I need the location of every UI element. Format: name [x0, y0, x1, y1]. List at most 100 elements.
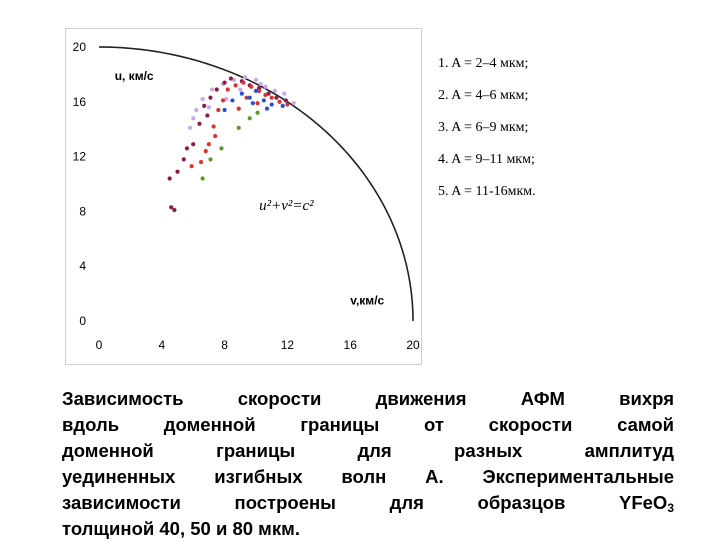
data-point-series-1	[206, 105, 211, 110]
scatter-plot: 0 4 8 12 16 20 0 4 8 12 16 20 u²+v²=c² u, км/с v,км…	[73, 40, 420, 352]
legend-item-2: 2. A = 4–6 мкм;	[438, 88, 529, 103]
data-point-series-3	[211, 124, 216, 129]
data-point-series-5	[236, 125, 241, 130]
data-point-series-5	[208, 157, 213, 162]
data-point-series-4	[250, 101, 255, 106]
x-tick-label: 16	[344, 338, 358, 352]
figure-caption: Зависимость скорости движения АФМ вихря …	[62, 386, 674, 542]
curve-label: u²+v²=c²	[259, 198, 314, 214]
data-point-series-4	[247, 95, 252, 100]
data-point-series-3	[285, 102, 290, 107]
data-point-series-4	[222, 107, 227, 113]
data-point-series-2	[208, 95, 213, 100]
data-point-series-2	[172, 207, 177, 213]
data-point-series-1	[258, 81, 263, 87]
x-tick-label: 20	[406, 338, 420, 352]
data-point-series-3	[269, 95, 274, 100]
data-point-series-2	[274, 95, 279, 100]
data-point-series-4	[230, 98, 235, 103]
data-point-series-3	[241, 80, 246, 85]
data-point-series-2	[181, 157, 186, 162]
y-tick-label: 0	[79, 314, 86, 328]
data-point-series-1	[200, 96, 205, 102]
chart-frame: 0 4 8 12 16 20 0 4 8 12 16 20 u²+v²=c² u, км/с v,км…	[65, 28, 422, 365]
y-tick-label: 8	[79, 204, 86, 218]
data-point-series-1	[282, 91, 287, 96]
data-point-series-3	[255, 101, 260, 106]
data-point-series-3	[203, 149, 208, 154]
data-point-series-3	[213, 133, 218, 139]
data-point-series-5	[200, 176, 205, 181]
data-point-series-2	[214, 87, 219, 92]
data-point-series-2	[175, 169, 180, 174]
data-point-series-1	[263, 84, 268, 89]
x-tick-label: 12	[281, 338, 295, 352]
caption-line-3: доменной границы для разных амплитуд	[62, 440, 674, 461]
y-axis-label: u, км/с	[115, 69, 154, 83]
data-point-series-3	[198, 159, 204, 165]
data-point-series-4	[269, 102, 274, 107]
caption-line-6: толщиной 40, 50 и 80 мкм.	[62, 518, 300, 539]
data-point-series-4	[261, 98, 266, 103]
data-point-series-4	[239, 91, 244, 96]
x-tick-label: 8	[221, 338, 228, 352]
data-point-series-5	[247, 116, 252, 121]
legend-item-1: 1. A = 2–4 мкм;	[438, 56, 529, 71]
data-point-series-3	[277, 99, 282, 104]
data-point-series-1	[209, 87, 215, 92]
data-point-series-2	[266, 91, 271, 96]
data-point-series-4	[253, 88, 259, 93]
data-point-series-2	[167, 176, 172, 181]
data-point-series-2	[205, 113, 210, 118]
data-point-series-3	[225, 87, 230, 92]
data-point-series-4	[264, 106, 270, 111]
data-point-series-1	[191, 116, 196, 121]
data-point-series-2	[228, 76, 233, 81]
data-point-series-1	[187, 125, 193, 130]
y-tick-label: 12	[73, 150, 87, 164]
caption-line-2: вдоль доменной границы от скорости самой	[62, 414, 674, 435]
data-point-series-1	[238, 87, 243, 92]
data-point-series-1	[272, 88, 277, 93]
caption-line-4: уединенных изгибных волн A. Эксперимента…	[62, 466, 674, 487]
data-point-series-3	[236, 106, 241, 111]
x-axis-label: v,км/с	[350, 294, 384, 308]
data-point-series-3	[244, 95, 249, 100]
data-point-series-3	[263, 92, 268, 98]
data-point-series-1	[231, 77, 237, 82]
legend-item-5: 5. A = 11-16мкм.	[438, 184, 536, 199]
y-tick-label: 4	[79, 259, 86, 273]
data-point-series-2	[184, 146, 190, 151]
legend-item-4: 4. A = 9–11 мкм;	[438, 152, 535, 167]
data-point-series-2	[169, 205, 174, 210]
data-point-series-4	[280, 103, 285, 109]
circle-curve	[98, 46, 414, 322]
data-point-series-1	[291, 101, 296, 106]
y-tick-label: 16	[73, 95, 87, 109]
data-point-series-2	[197, 121, 202, 126]
data-point-series-1	[224, 96, 229, 102]
data-point-series-3	[233, 83, 238, 88]
x-tick-label: 4	[158, 338, 165, 352]
data-point-series-1	[253, 77, 259, 82]
data-point-series-2	[283, 98, 288, 103]
legend-item-3: 3. A = 6–9 мкм;	[438, 120, 529, 135]
data-point-series-1	[242, 75, 248, 80]
data-point-series-3	[216, 107, 221, 113]
data-point-series-2	[202, 103, 207, 109]
data-point-series-3	[257, 88, 262, 93]
legend: 1. A = 2–4 мкм; 2. A = 4–6 мкм; 3. A = 6…	[438, 50, 718, 210]
data-point-series-3	[189, 164, 194, 169]
caption-line-1: Зависимость скорости движения АФМ вихря	[62, 388, 674, 409]
x-tick-label: 0	[96, 338, 103, 352]
y-tick-label: 20	[73, 40, 87, 54]
caption-line-5: зависимости построены для образцов YFeO3	[62, 490, 674, 516]
data-point-series-3	[206, 142, 211, 147]
data-point-series-3	[249, 84, 254, 89]
data-point-series-1	[194, 107, 199, 113]
data-point-series-3	[220, 98, 226, 103]
data-point-series-2	[222, 80, 227, 85]
data-point-series-5	[219, 146, 224, 151]
caption-subscript: 3	[667, 501, 674, 515]
caption-line-5-text: зависимости построены для образцов YFeO	[62, 492, 668, 513]
